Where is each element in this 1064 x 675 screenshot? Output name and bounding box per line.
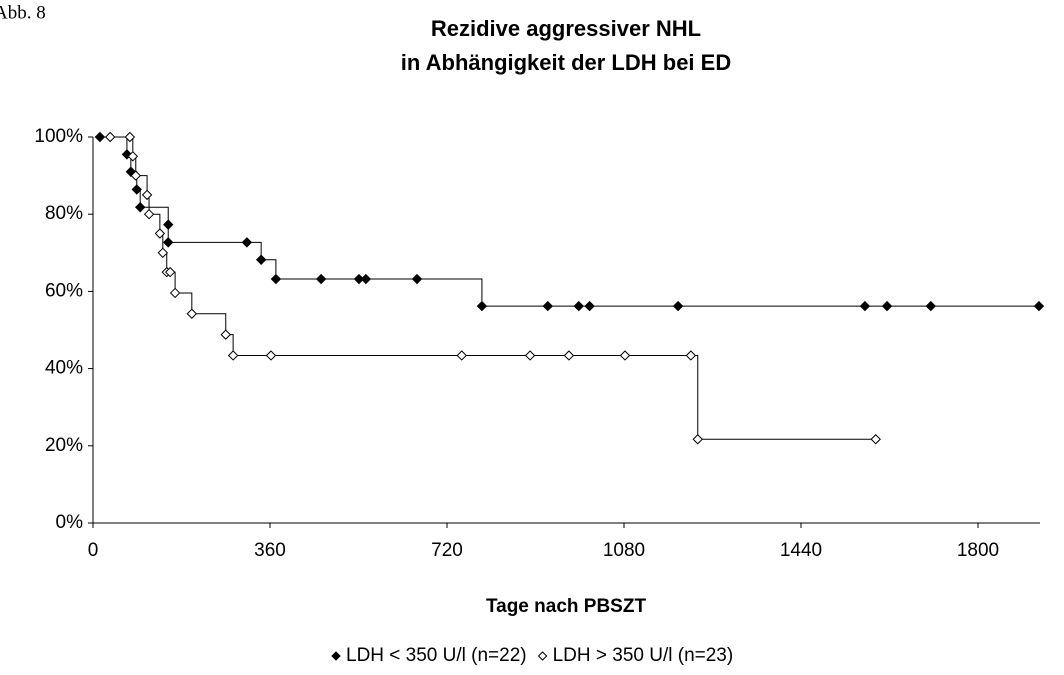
legend-label: LDH < 350 U/l (n=22) [346,645,527,666]
x-tick-label: 1440 [780,540,822,561]
data-point [163,237,174,248]
x-axis-title: Tage nach PBSZT [486,596,647,617]
x-tick-label: 1080 [603,540,645,561]
data-point [143,208,155,220]
y-tick-label: 20% [45,435,83,456]
data-point [315,273,327,285]
x-tick-label: 1800 [957,540,999,561]
data-point [1033,300,1045,312]
data-point [411,273,423,285]
data-point [672,300,684,312]
y-tick-label: 60% [45,280,83,301]
data-point [124,131,136,143]
data-point [542,300,553,312]
chart-title: Rezidive aggressiver NHL [431,16,701,41]
data-point [94,131,106,143]
data-point [925,300,937,312]
data-point [141,189,153,201]
data-point [154,228,166,239]
data-point [105,131,116,143]
data-point [130,170,141,181]
legend-marker [537,651,548,661]
x-tick-label: 720 [431,540,463,561]
data-point [227,350,239,361]
data-point [881,300,893,312]
data-point [157,247,169,259]
y-tick-label: 80% [45,203,83,224]
x-tick-label: 360 [254,540,286,561]
data-point [186,308,198,319]
data-point [524,350,536,361]
data-point [692,434,703,445]
data-point [619,350,631,361]
x-tick-label: 0 [88,540,99,561]
data-point [164,266,176,278]
data-point [127,151,139,162]
data-point [220,329,231,340]
data-point [584,300,595,312]
data-point [563,350,575,361]
survival-line [110,136,876,440]
data-point [859,300,871,312]
data-point [685,350,697,361]
data-point [134,202,146,213]
legend-label: LDH > 350 U/l (n=23) [553,645,734,666]
y-tick-label: 0% [56,512,84,533]
y-tick-label: 100% [34,126,83,147]
data-point [353,273,365,285]
data-point [131,184,142,195]
data-point [265,350,277,361]
data-point [163,219,174,230]
data-point [456,350,467,361]
legend-marker [331,651,341,661]
data-point [360,273,372,285]
survival-line [99,136,1039,307]
data-point [573,300,584,312]
data-point [169,287,181,299]
data-point [241,237,253,248]
data-point [270,273,282,285]
chart-title: in Abhängigkeit der LDH bei ED [401,50,731,75]
data-point [870,434,881,445]
figure-label: Abb. 8 [0,2,46,23]
y-tick-label: 40% [45,358,83,379]
data-point [476,300,488,312]
data-point [255,254,267,265]
